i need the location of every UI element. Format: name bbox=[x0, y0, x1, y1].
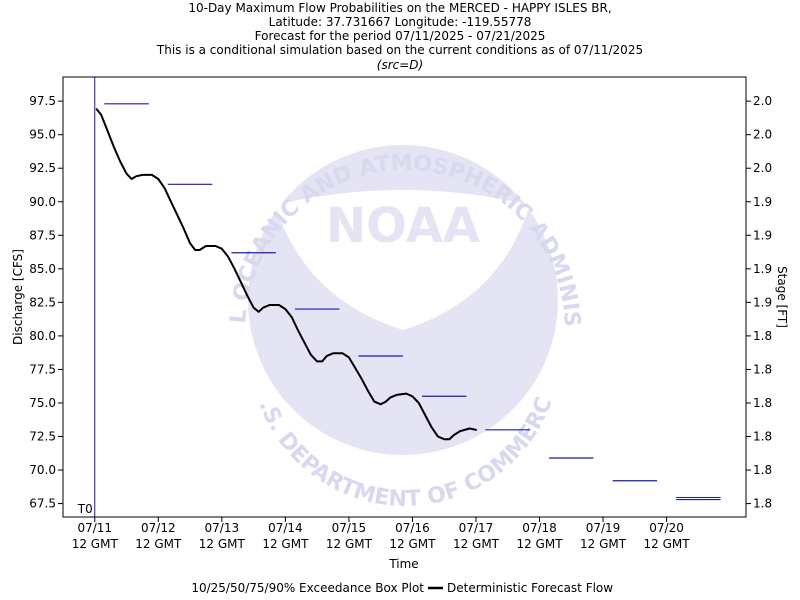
x-tick-label-date: 07/20 bbox=[649, 521, 684, 535]
deterministic-flow-series bbox=[95, 108, 477, 441]
y2-tick-label: 1.9 bbox=[753, 195, 772, 209]
chart-title: 10-Day Maximum Flow Probabilities on the… bbox=[156, 1, 643, 72]
watermark-bird-shape bbox=[275, 190, 530, 330]
x-tick-label-time: 12 GMT bbox=[389, 537, 436, 551]
y-tick-label: 72.5 bbox=[29, 430, 56, 444]
title-line-1: 10-Day Maximum Flow Probabilities on the… bbox=[188, 1, 611, 15]
y-tick-label: 75.0 bbox=[29, 396, 56, 410]
y2-tick-label: 1.8 bbox=[753, 497, 772, 511]
plot-frame bbox=[62, 76, 747, 518]
y2-tick-label: 2.0 bbox=[753, 94, 772, 108]
y2-tick-label: 1.9 bbox=[753, 228, 772, 242]
x-tick-label-time: 12 GMT bbox=[644, 537, 691, 551]
x-tick-label-date: 07/13 bbox=[205, 521, 240, 535]
y-tick-label: 80.0 bbox=[29, 329, 56, 343]
y-tick-label: 97.5 bbox=[29, 94, 56, 108]
legend: 10/25/50/75/90% Exceedance Box Plot Dete… bbox=[191, 581, 613, 595]
x-tick-label-time: 12 GMT bbox=[326, 537, 373, 551]
y2-tick-label: 1.8 bbox=[753, 463, 772, 477]
x-tick-label-date: 07/19 bbox=[586, 521, 621, 535]
boxplot-series bbox=[104, 103, 721, 501]
t0-label: T0 bbox=[77, 502, 93, 516]
x-tick-label-time: 12 GMT bbox=[72, 537, 119, 551]
y2-tick-label: 1.8 bbox=[753, 362, 772, 376]
title-line-4: This is a conditional simulation based o… bbox=[156, 43, 643, 57]
y2-tick-label: 1.8 bbox=[753, 329, 772, 343]
deterministic-flow-line bbox=[95, 108, 477, 441]
y-axis-label: Discharge [CFS] bbox=[11, 249, 25, 345]
y-tick-label: 87.5 bbox=[29, 228, 56, 242]
legend-boxplot-label: 10/25/50/75/90% Exceedance Box Plot bbox=[191, 581, 424, 595]
x-tick-label-time: 12 GMT bbox=[516, 537, 563, 551]
x-tick-label-date: 07/12 bbox=[141, 521, 176, 535]
t0-marker: T0 bbox=[77, 77, 96, 517]
y2-tick-label: 2.0 bbox=[753, 161, 772, 175]
y2-tick-label: 1.9 bbox=[753, 262, 772, 276]
x-tick-label-date: 07/11 bbox=[77, 521, 112, 535]
y-tick-label: 92.5 bbox=[29, 161, 56, 175]
x-tick-label-time: 12 GMT bbox=[135, 537, 182, 551]
y2-tick-label: 1.8 bbox=[753, 430, 772, 444]
y-axis-left: 67.5 70.0 72.5 75.0 77.5 80.0 82.5 85.0 87.5 90.0… bbox=[29, 94, 63, 511]
y-tick-label: 95.0 bbox=[29, 128, 56, 142]
title-line-2: Latitude: 37.731667 Longitude: -119.5577… bbox=[269, 15, 532, 29]
x-tick-label-date: 07/16 bbox=[395, 521, 430, 535]
x-tick-label-time: 12 GMT bbox=[262, 537, 309, 551]
x-axis-label: Time bbox=[388, 557, 418, 571]
x-tick-label-date: 07/17 bbox=[459, 521, 494, 535]
legend-flow-label: Deterministic Forecast Flow bbox=[447, 581, 613, 595]
x-tick-label-time: 12 GMT bbox=[199, 537, 246, 551]
x-axis: 07/11 12 GMT 07/12 12 GMT 07/13 12 GMT 07/14 12… bbox=[72, 517, 691, 551]
y2-tick-label: 1.8 bbox=[753, 396, 772, 410]
x-tick-label-time: 12 GMT bbox=[453, 537, 500, 551]
y-tick-label: 85.0 bbox=[29, 262, 56, 276]
y2-tick-label: 2.0 bbox=[753, 128, 772, 142]
title-line-3: Forecast for the period 07/11/2025 - 07/… bbox=[255, 29, 546, 43]
x-tick-label-time: 12 GMT bbox=[580, 537, 627, 551]
chart-subtitle: (src=D) bbox=[377, 58, 423, 72]
y-tick-label: 67.5 bbox=[29, 497, 56, 511]
y-tick-label: 82.5 bbox=[29, 295, 56, 309]
x-tick-label-date: 07/18 bbox=[522, 521, 557, 535]
y-tick-label: 70.0 bbox=[29, 463, 56, 477]
y-tick-label: 90.0 bbox=[29, 195, 56, 209]
y-tick-label: 77.5 bbox=[29, 362, 56, 376]
y-axis-right: 1.8 1.8 1.8 1.8 1.8 1.8 1.9 1.9 1.9 1.9 2.0 2.0 2.0 bbox=[746, 94, 772, 511]
watermark-center-text: NOAA bbox=[326, 198, 480, 254]
x-tick-label-date: 07/15 bbox=[332, 521, 367, 535]
y2-axis-label: Stage [FT] bbox=[775, 266, 789, 328]
x-tick-label-date: 07/14 bbox=[268, 521, 303, 535]
y2-tick-label: 1.9 bbox=[753, 295, 772, 309]
